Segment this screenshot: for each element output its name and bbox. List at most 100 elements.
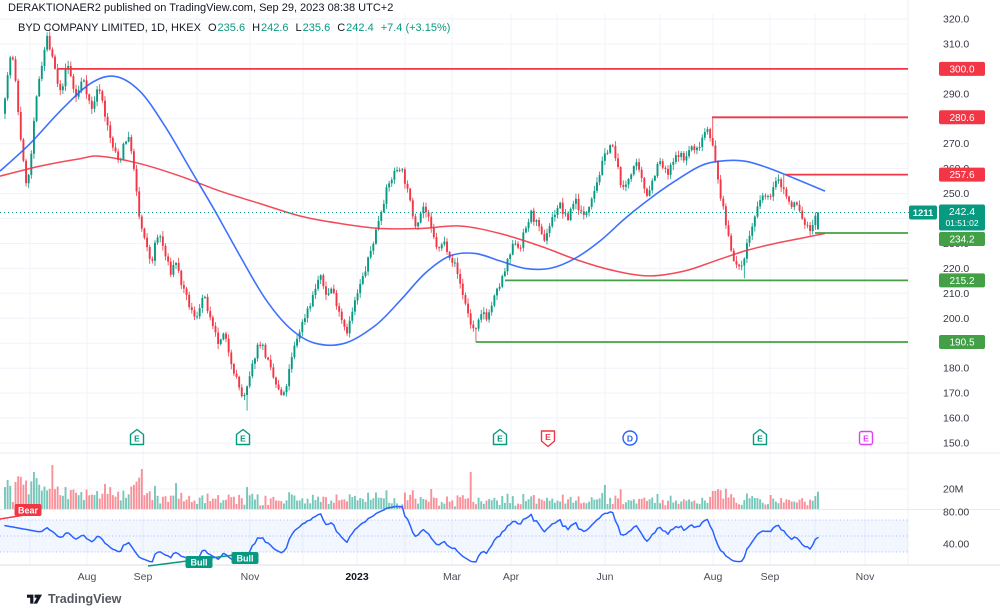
volume-bar (732, 497, 735, 509)
volume-bar (472, 501, 475, 509)
volume-bar (14, 482, 17, 509)
candle-body (590, 198, 593, 207)
volume-bar (630, 500, 633, 509)
candle-body (769, 195, 772, 197)
candle-body (593, 190, 596, 199)
candle-body (303, 318, 306, 322)
candle-body (175, 263, 177, 265)
volume-bar (369, 499, 372, 509)
volume-bar (817, 491, 819, 509)
earnings-marker[interactable]: E (752, 428, 768, 446)
volume-bar (285, 500, 288, 509)
time-axis-label: Aug (78, 571, 97, 583)
volume-bar (456, 495, 459, 509)
earnings-marker[interactable]: E (129, 428, 145, 446)
price-level-badge[interactable]: 300.0 (939, 61, 985, 76)
volume-bar (90, 494, 93, 509)
candle-body (696, 147, 698, 151)
candle-body (701, 137, 704, 148)
volume-bar (501, 496, 504, 509)
low-value: 235.6 (302, 22, 331, 34)
volume-bar (377, 497, 380, 509)
volume-bar (138, 477, 141, 509)
candle-body (419, 213, 422, 223)
volume-bar (61, 495, 64, 509)
earnings-marker[interactable]: E (235, 428, 251, 446)
price-level-badge[interactable]: 280.6 (939, 110, 985, 125)
volume-bar (367, 492, 370, 509)
volume-bar (246, 487, 248, 509)
time-axis[interactable]: Aug Sep Nov 2023 Mar Apr Jun Aug Sep Nov (78, 571, 875, 583)
volume-bar (511, 496, 514, 509)
volume-bar (101, 493, 104, 509)
candle-body (282, 392, 285, 395)
ma-red-line[interactable] (0, 155, 826, 277)
bull-label[interactable]: Bull (185, 556, 213, 568)
candle-body (809, 225, 812, 232)
ma-blue-line[interactable] (0, 75, 826, 347)
candle-body (490, 305, 493, 313)
symbol-legend[interactable]: BYD COMPANY LIMITED, 1D, HKEX O 235.6 H 24… (18, 22, 450, 34)
volume-bar (561, 494, 564, 509)
price-level-badge-text: 280.6 (949, 113, 974, 124)
volume-bar (506, 493, 509, 509)
candle-body (751, 226, 754, 236)
volume-bar (751, 496, 754, 509)
price-level-badge[interactable]: 215.2 (939, 273, 985, 288)
volume-bar (548, 500, 551, 509)
volume-bar (104, 483, 106, 509)
candle-body (440, 244, 443, 249)
bear-label[interactable]: Bear (14, 504, 42, 516)
marker-glyph: E (545, 432, 551, 442)
volume-bar (690, 501, 693, 509)
volume-bars[interactable] (4, 465, 819, 509)
volume-bar (169, 495, 172, 509)
time-axis-label: Jun (597, 571, 614, 583)
bull-label[interactable]: Bull (231, 552, 259, 564)
earnings-marker[interactable]: E (540, 430, 556, 448)
candlesticks[interactable] (4, 22, 819, 411)
volume-bar (301, 498, 304, 509)
volume-bar (403, 492, 406, 509)
price-axis-label: 270.0 (943, 138, 969, 150)
tradingview-logo[interactable]: TradingView (27, 592, 121, 606)
candle-body (653, 176, 656, 181)
candle-body (511, 243, 514, 255)
volume-bar (364, 501, 367, 509)
dividend-marker[interactable]: D (622, 430, 638, 446)
candle-body (4, 98, 6, 114)
volume-bar (172, 495, 175, 509)
candle-body (793, 202, 796, 207)
price-axis-label: 250.0 (943, 188, 969, 200)
candle-body (6, 75, 9, 99)
candle-body (817, 212, 819, 230)
candle-body (546, 233, 548, 241)
candle-body (772, 187, 775, 197)
candle-body (277, 384, 280, 390)
price-level-badge[interactable]: 234.2 (939, 232, 985, 246)
volume-bar (275, 500, 277, 509)
volume-bar (277, 500, 280, 509)
volume-bar (688, 499, 691, 509)
price-level-badge[interactable]: 257.6 (939, 167, 985, 182)
candle-body (690, 146, 693, 151)
candle-body (296, 338, 298, 346)
candle-body (398, 170, 401, 172)
candle-body (456, 262, 459, 274)
candle-body (96, 89, 99, 102)
earnings-marker[interactable]: E (858, 430, 874, 446)
price-level-badge[interactable]: 190.5 (939, 335, 985, 349)
candle-body (185, 288, 188, 295)
volume-bar (88, 495, 91, 509)
earnings-marker[interactable]: E (492, 428, 508, 446)
volume-bar (11, 502, 14, 509)
candle-body (275, 377, 277, 385)
candle-body (788, 196, 790, 202)
volume-bar (806, 505, 809, 509)
volume-bar (756, 498, 759, 509)
candle-body (14, 59, 17, 81)
volume-bar (772, 498, 775, 509)
symbol-title[interactable]: BYD COMPANY LIMITED, 1D, HKEX (18, 22, 201, 34)
volume-bar (551, 498, 554, 509)
